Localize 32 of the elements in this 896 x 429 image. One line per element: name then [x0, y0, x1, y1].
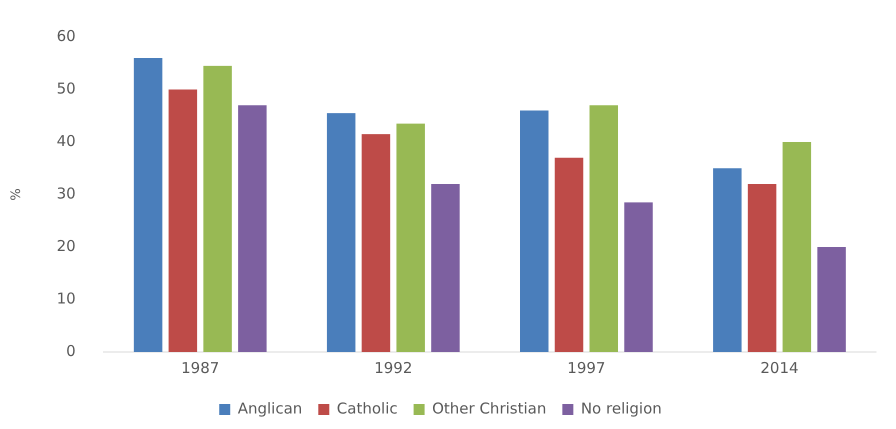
x-tick-label: 1992: [374, 358, 412, 377]
bar: [203, 66, 232, 352]
y-tick-label: 20: [56, 236, 76, 255]
bar: [168, 90, 198, 352]
bar: [624, 202, 653, 352]
legend-label: Anglican: [238, 399, 302, 418]
legend-label: Other Christian: [432, 399, 546, 418]
bar: [238, 105, 267, 352]
bar: [431, 184, 460, 352]
x-tick-label: 2014: [760, 358, 799, 377]
bar: [326, 113, 356, 352]
y-axis-title: %: [9, 188, 24, 201]
bar: [713, 168, 742, 352]
y-tick-label: 30: [56, 184, 76, 202]
legend-label: Catholic: [336, 399, 398, 418]
bar: [134, 58, 162, 352]
y-tick-label: 40: [56, 132, 76, 150]
bar: [362, 134, 390, 352]
bar: [817, 247, 846, 352]
x-tick-label: 1987: [181, 358, 220, 377]
y-tick-label: 10: [56, 289, 76, 308]
bar: [590, 105, 618, 352]
legend-label: No religion: [580, 399, 662, 418]
bar: [520, 110, 548, 352]
bar: [396, 124, 425, 352]
bar: [554, 158, 584, 352]
bar: [782, 142, 812, 352]
bar: [748, 184, 776, 352]
y-tick-label: 60: [56, 26, 76, 45]
x-tick-label: 1997: [567, 358, 606, 377]
y-tick-label: 0: [66, 342, 76, 360]
y-tick-label: 50: [56, 79, 76, 98]
